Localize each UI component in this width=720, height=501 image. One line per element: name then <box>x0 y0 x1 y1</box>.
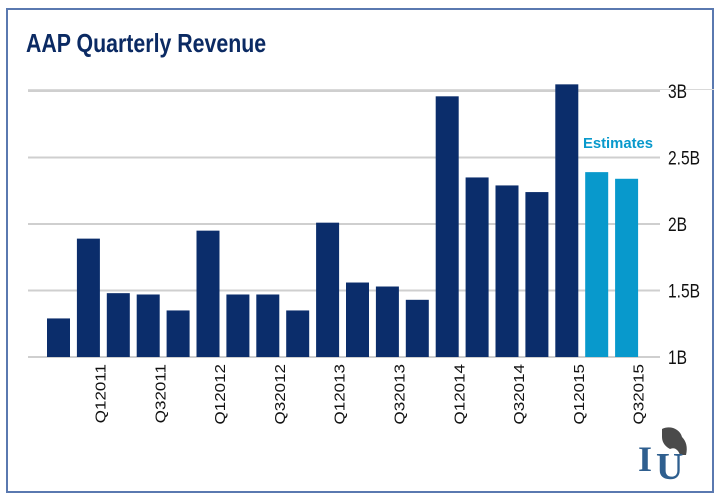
chart-title: AAP Quarterly Revenue <box>26 28 267 58</box>
x-tick-label: Q12015 <box>572 364 588 425</box>
bar-Q42012 <box>256 294 280 357</box>
lion-icon <box>662 427 687 455</box>
title-divider <box>28 89 714 90</box>
bar-Q12015 <box>525 192 549 357</box>
x-tick-label: Q12011 <box>94 364 110 423</box>
x-tick-label: Q12014 <box>452 364 468 425</box>
x-tick-label: Q32012 <box>273 364 289 424</box>
bar-Q12014 <box>405 299 429 357</box>
logo-letter-i: I <box>638 439 652 479</box>
bar-Q12011 <box>47 318 70 357</box>
bar-Q42014 <box>495 185 519 357</box>
bar-Q22012 <box>196 230 220 357</box>
bar-Q22014 <box>435 96 459 357</box>
bar-Q42011 <box>136 294 160 357</box>
bar-Q32014 <box>465 177 489 357</box>
y-tick-label: 1B <box>668 347 687 369</box>
x-tick-label: Q32014 <box>512 364 528 425</box>
y-tick-label: 2B <box>668 214 687 236</box>
x-tick-label: Q12012 <box>213 364 229 424</box>
bar-Q32015 <box>585 172 609 357</box>
logo-letter-u: U <box>656 446 683 485</box>
bar-Q32013 <box>346 282 369 357</box>
bar-Q12013 <box>286 310 310 357</box>
bar-Q42013 <box>375 286 399 357</box>
bar-Q22015 <box>555 84 579 357</box>
bar-Q32012 <box>226 294 250 357</box>
bar-Q12012 <box>166 310 190 357</box>
x-tick-label: Q12013 <box>333 364 349 425</box>
bar-Q22013 <box>316 222 340 357</box>
bar-Q42015 <box>615 178 639 357</box>
bar-Q32011 <box>106 293 130 357</box>
iu-logo: I U <box>638 427 687 485</box>
bar-Q22011 <box>76 238 100 357</box>
y-tick-label: 2.5B <box>668 147 700 169</box>
estimates-annotation: Estimates <box>583 135 653 152</box>
y-tick-label: 1.5B <box>668 280 700 302</box>
x-tick-label: Q32015 <box>632 364 648 425</box>
x-tick-label: Q32011 <box>153 364 169 423</box>
x-tick-label: Q32013 <box>393 364 409 425</box>
y-tick-label: 3B <box>668 81 687 103</box>
